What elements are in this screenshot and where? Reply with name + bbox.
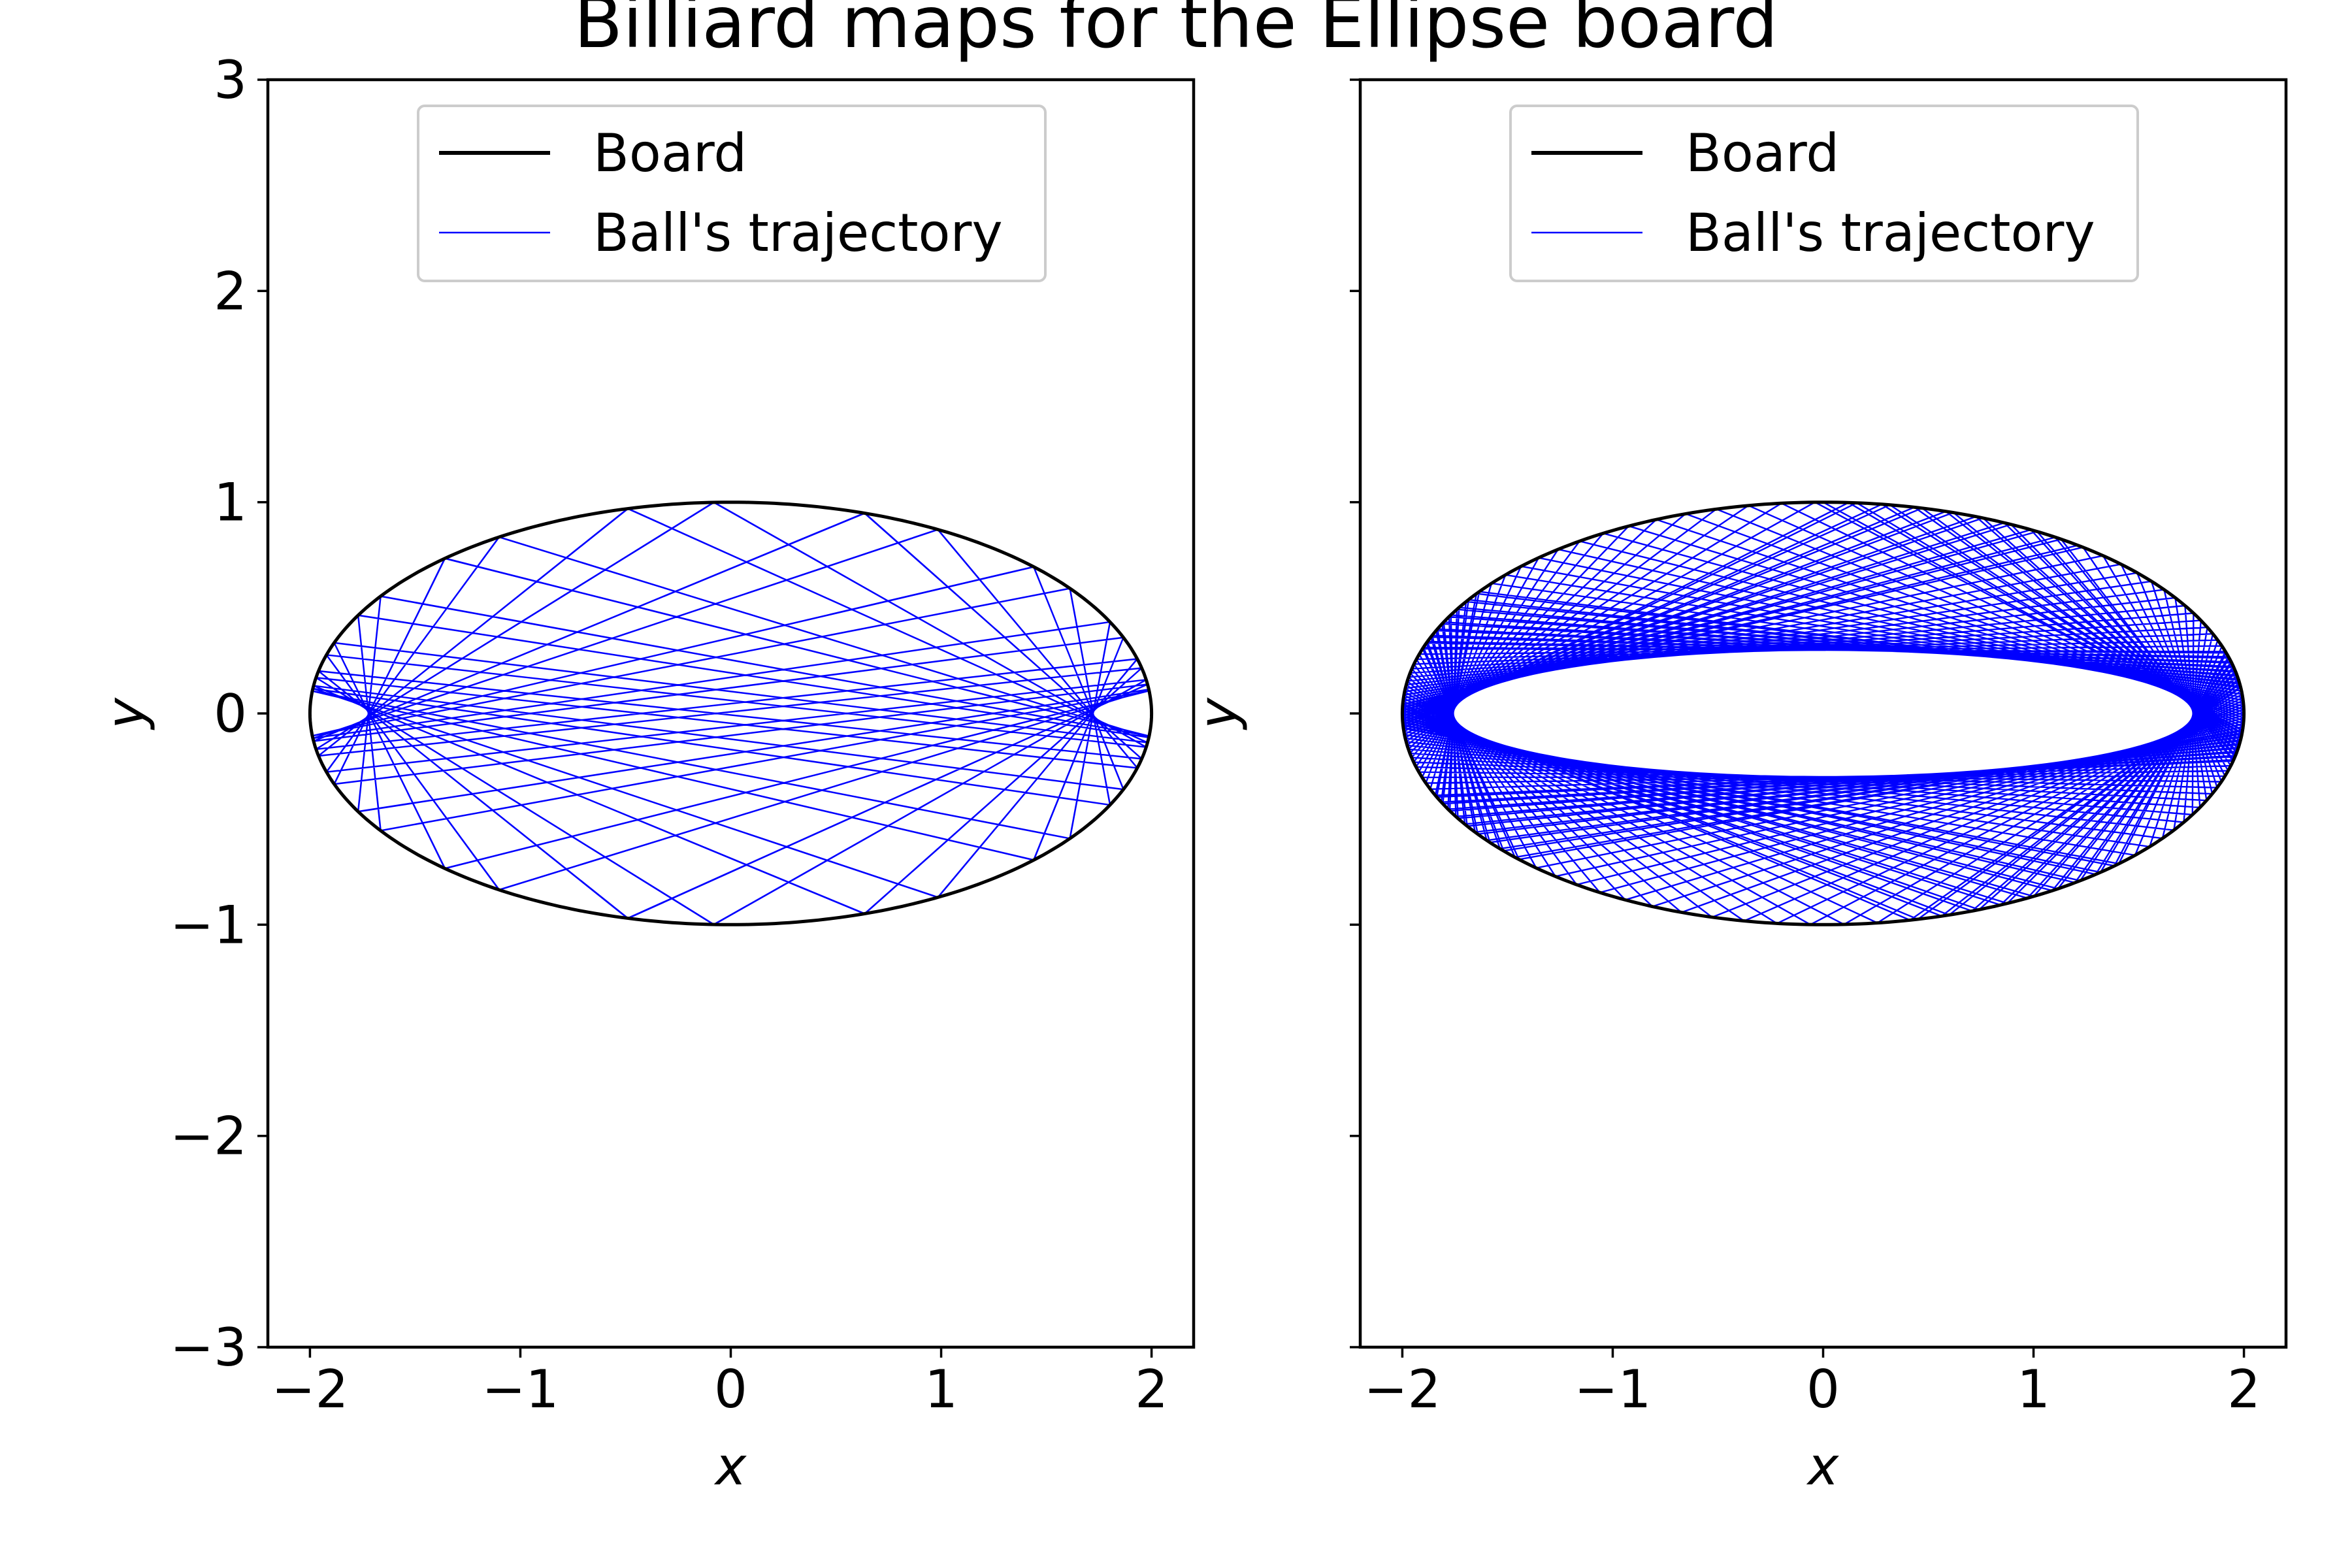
legend: Board Ball's trajectory bbox=[417, 105, 1047, 282]
x-tick-label: −2 bbox=[271, 1359, 348, 1420]
y-axis-label: y bbox=[1188, 697, 1249, 730]
x-tick-label: 1 bbox=[2017, 1359, 2050, 1420]
legend-label: Board bbox=[593, 123, 747, 184]
y-tick-label: 2 bbox=[214, 261, 247, 321]
x-tick-label: 0 bbox=[714, 1359, 747, 1420]
legend-label: Ball's trajectory bbox=[593, 203, 1003, 263]
x-tick-label: 2 bbox=[2227, 1359, 2261, 1420]
board-ellipse bbox=[1400, 500, 2246, 926]
legend-box bbox=[1509, 105, 2139, 282]
x-tick-label: 0 bbox=[1806, 1359, 1840, 1420]
x-axis-label: x bbox=[713, 1436, 747, 1497]
board-ellipse bbox=[308, 500, 1154, 926]
x-tick-label: −1 bbox=[482, 1359, 559, 1420]
y-tick-label: −1 bbox=[170, 894, 247, 955]
x-axis-label: x bbox=[1806, 1436, 1840, 1497]
x-tick-label: −1 bbox=[1574, 1359, 1651, 1420]
legend-box bbox=[417, 105, 1047, 282]
y-tick-label: −3 bbox=[170, 1317, 247, 1378]
legend: Board Ball's trajectory bbox=[1509, 105, 2139, 282]
plot-area bbox=[308, 500, 1154, 926]
figure-title: Billiard maps for the Ellipse board bbox=[574, 0, 1778, 64]
x-tick-label: 1 bbox=[924, 1359, 958, 1420]
legend-label: Ball's trajectory bbox=[1686, 203, 2095, 263]
y-tick-label: −2 bbox=[170, 1106, 247, 1167]
y-axis-label: y bbox=[95, 697, 156, 730]
right-panel: −2 −1 0 1 2 x y Board Ball's trajectory bbox=[1188, 78, 2288, 1497]
plot-area bbox=[1400, 500, 2246, 926]
y-tick-label: 1 bbox=[214, 472, 247, 533]
y-tick-label: 3 bbox=[214, 50, 247, 110]
x-tick-label: −2 bbox=[1364, 1359, 1441, 1420]
y-tick-label: 0 bbox=[214, 683, 247, 744]
left-panel: −2 −1 0 1 2 −3 −2 −1 0 1 2 3 x y Board Ball's trajector… bbox=[95, 50, 1196, 1497]
legend-label: Board bbox=[1686, 123, 1839, 184]
x-tick-label: 2 bbox=[1135, 1359, 1168, 1420]
